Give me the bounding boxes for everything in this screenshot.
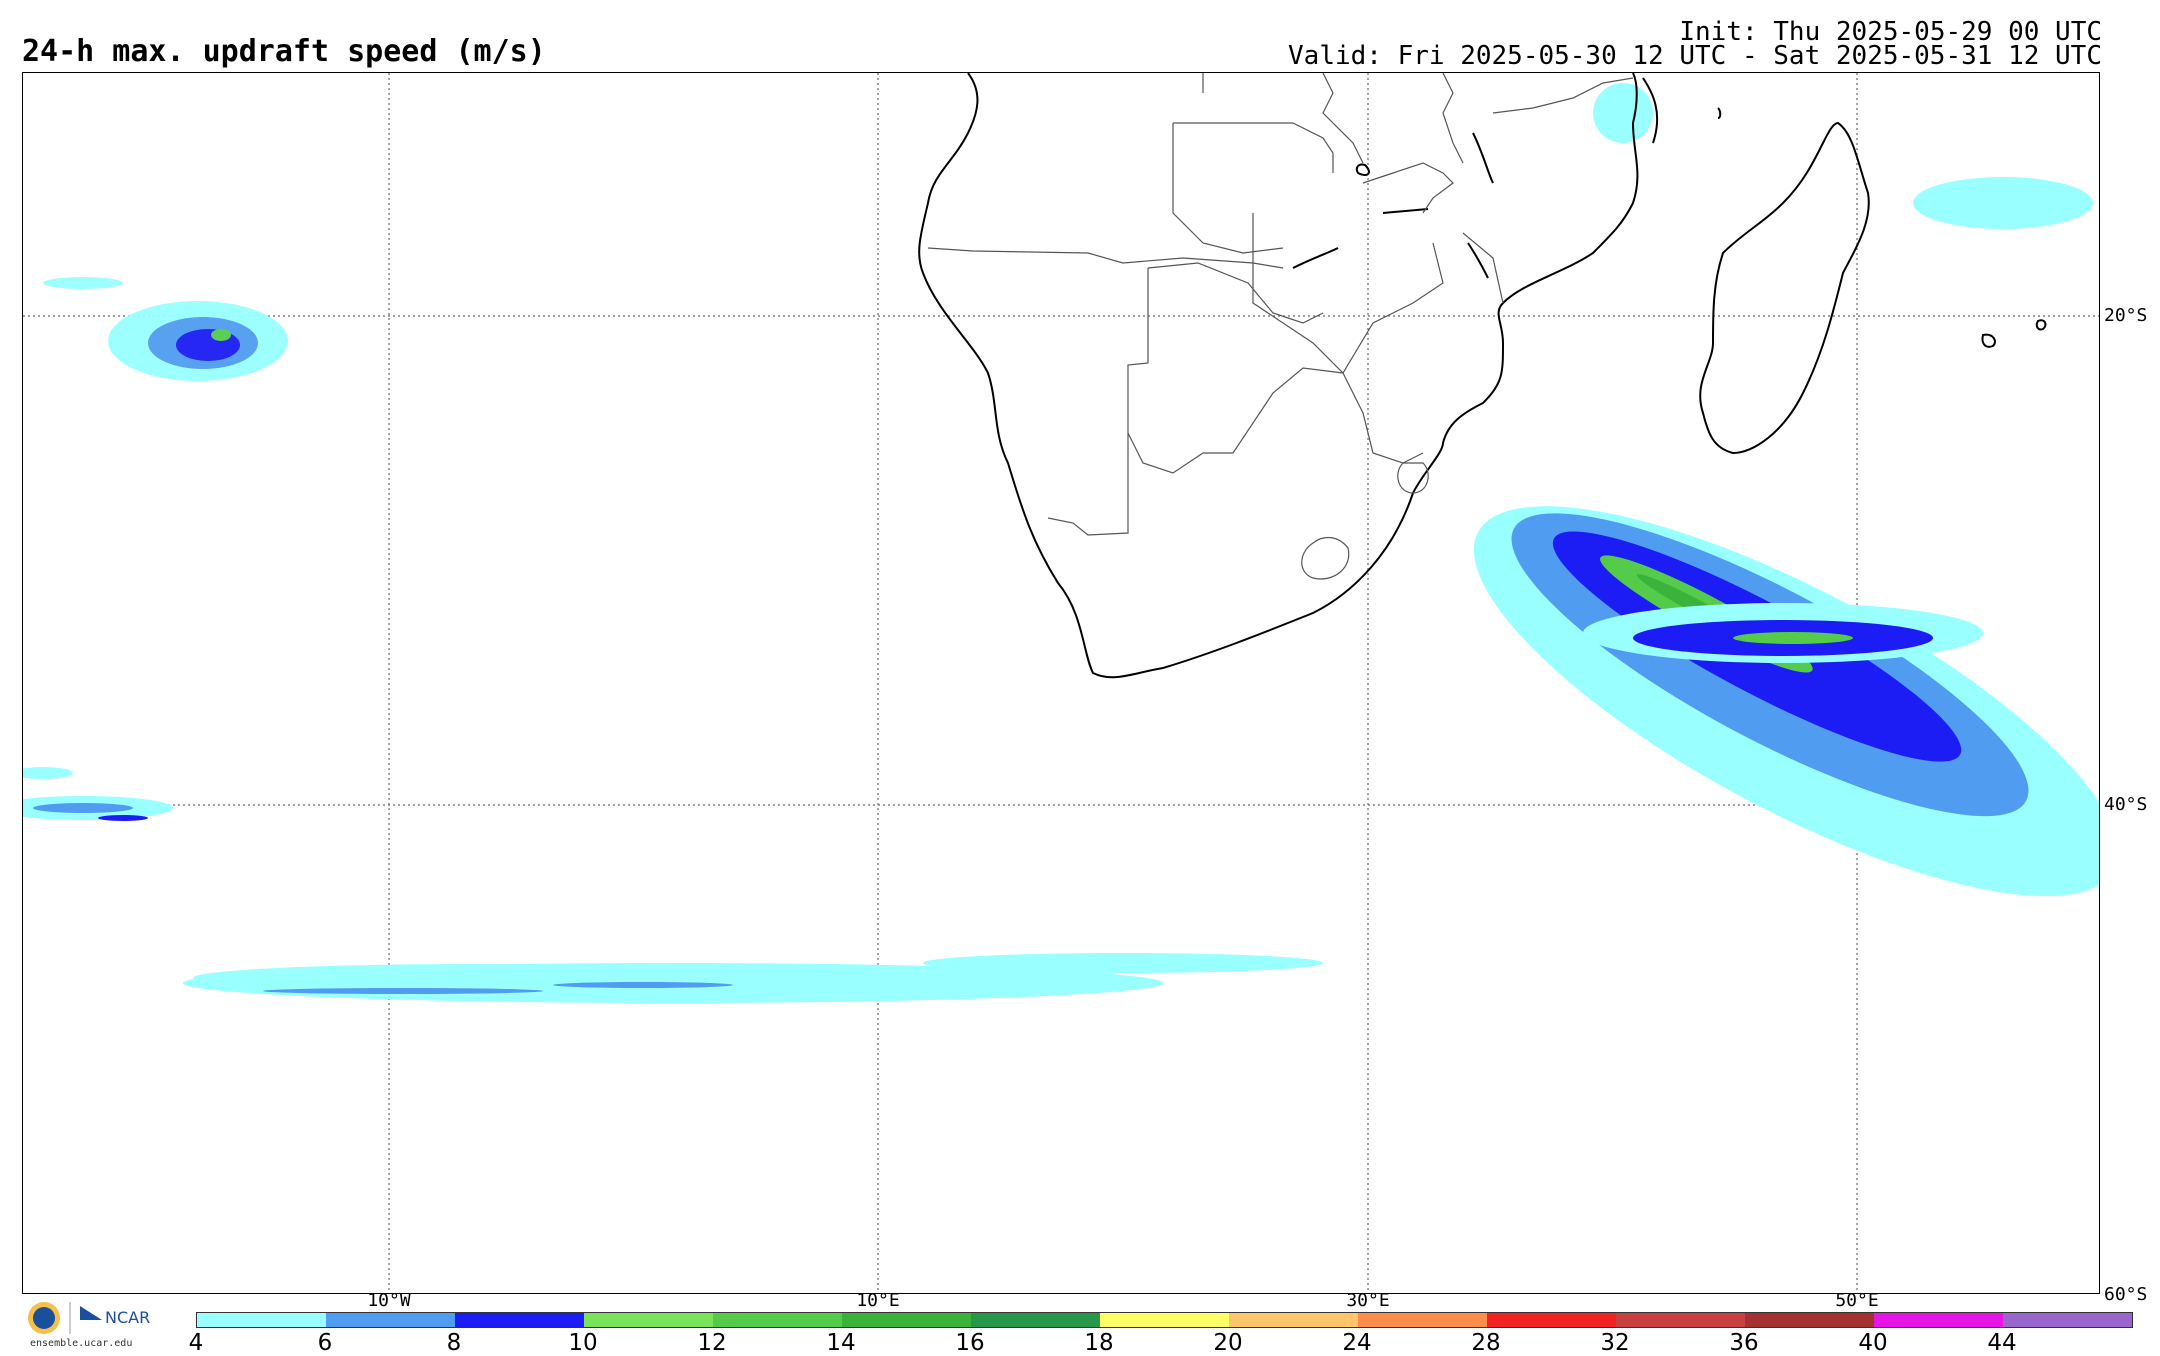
colorbar-tick-label: 44 — [1987, 1330, 2017, 1356]
updraft-cluster-east — [1473, 506, 2099, 897]
colorbar-tick-label: 10 — [568, 1330, 598, 1356]
colorbar-segment — [2003, 1313, 2132, 1327]
site-url: ensemble.ucar.edu — [30, 1338, 133, 1349]
valid-time: Valid: Fri 2025-05-30 12 UTC - Sat 2025-… — [1288, 41, 2102, 71]
lon-label-50e: 50°E — [1835, 1290, 1879, 1311]
colorbar-tick-label: 6 — [317, 1330, 333, 1356]
updraft-wisps-northeast — [1593, 83, 2093, 229]
updraft-band-south — [183, 953, 1323, 1003]
colorbar-tick-label: 36 — [1729, 1330, 1759, 1356]
colorbar-segment — [1487, 1313, 1616, 1327]
colorbar-tick-label: 8 — [446, 1330, 462, 1356]
country-borders — [927, 73, 1634, 580]
colorbar-tick-label: 20 — [1213, 1330, 1243, 1356]
colorbar-tick-label: 14 — [826, 1330, 856, 1356]
colorbar-segment — [1100, 1313, 1229, 1327]
colorbar-tick-label: 28 — [1471, 1330, 1501, 1356]
map-panel[interactable] — [22, 72, 2100, 1294]
updraft-cluster-west — [43, 277, 288, 381]
colorbar-segment — [1745, 1313, 1874, 1327]
colorbar-tick-label: 24 — [1342, 1330, 1372, 1356]
lon-label-30e: 30°E — [1346, 1290, 1390, 1311]
colorbar-tick-label: 40 — [1858, 1330, 1888, 1356]
colorbar-segment — [1229, 1313, 1358, 1327]
lat-label-60s: 60°S — [2104, 1284, 2148, 1305]
colorbar-segment — [971, 1313, 1100, 1327]
init-time: Init: Thu 2025-05-29 00 UTC — [1679, 17, 2102, 47]
colorbar-tick-label: 4 — [188, 1330, 204, 1356]
colorbar-segment — [197, 1313, 326, 1327]
lat-label-40s: 40°S — [2104, 794, 2148, 815]
colorbar-segment — [1358, 1313, 1487, 1327]
colorbar-tick-label: 12 — [697, 1330, 727, 1356]
ncar-label: NCAR — [105, 1308, 151, 1327]
colorbar-segment — [1616, 1313, 1745, 1327]
colorbar-segment — [842, 1313, 971, 1327]
lon-label-10w: 10°W — [367, 1290, 411, 1311]
updraft-cluster-southwest — [23, 767, 173, 821]
lat-label-20s: 20°S — [2104, 305, 2148, 326]
map-title: 24-h max. updraft speed (m/s) — [22, 34, 546, 69]
coastline — [918, 73, 2047, 679]
updraft-field — [23, 83, 2099, 1003]
colorbar-tick-label: 32 — [1600, 1330, 1630, 1356]
colorbar-segment — [326, 1313, 455, 1327]
colorbar — [196, 1312, 2133, 1328]
lon-label-10e: 10°E — [856, 1290, 900, 1311]
updraft-cluster-east-north — [1583, 603, 1983, 663]
colorbar-segment — [713, 1313, 842, 1327]
colorbar-segment — [455, 1313, 584, 1327]
colorbar-segment — [1874, 1313, 2003, 1327]
colorbar-tick-label: 18 — [1084, 1330, 1114, 1356]
nsf-ncar-logo — [28, 1302, 102, 1334]
colorbar-tick-label: 16 — [955, 1330, 985, 1356]
colorbar-segment — [584, 1313, 713, 1327]
map-canvas — [23, 73, 2099, 1293]
